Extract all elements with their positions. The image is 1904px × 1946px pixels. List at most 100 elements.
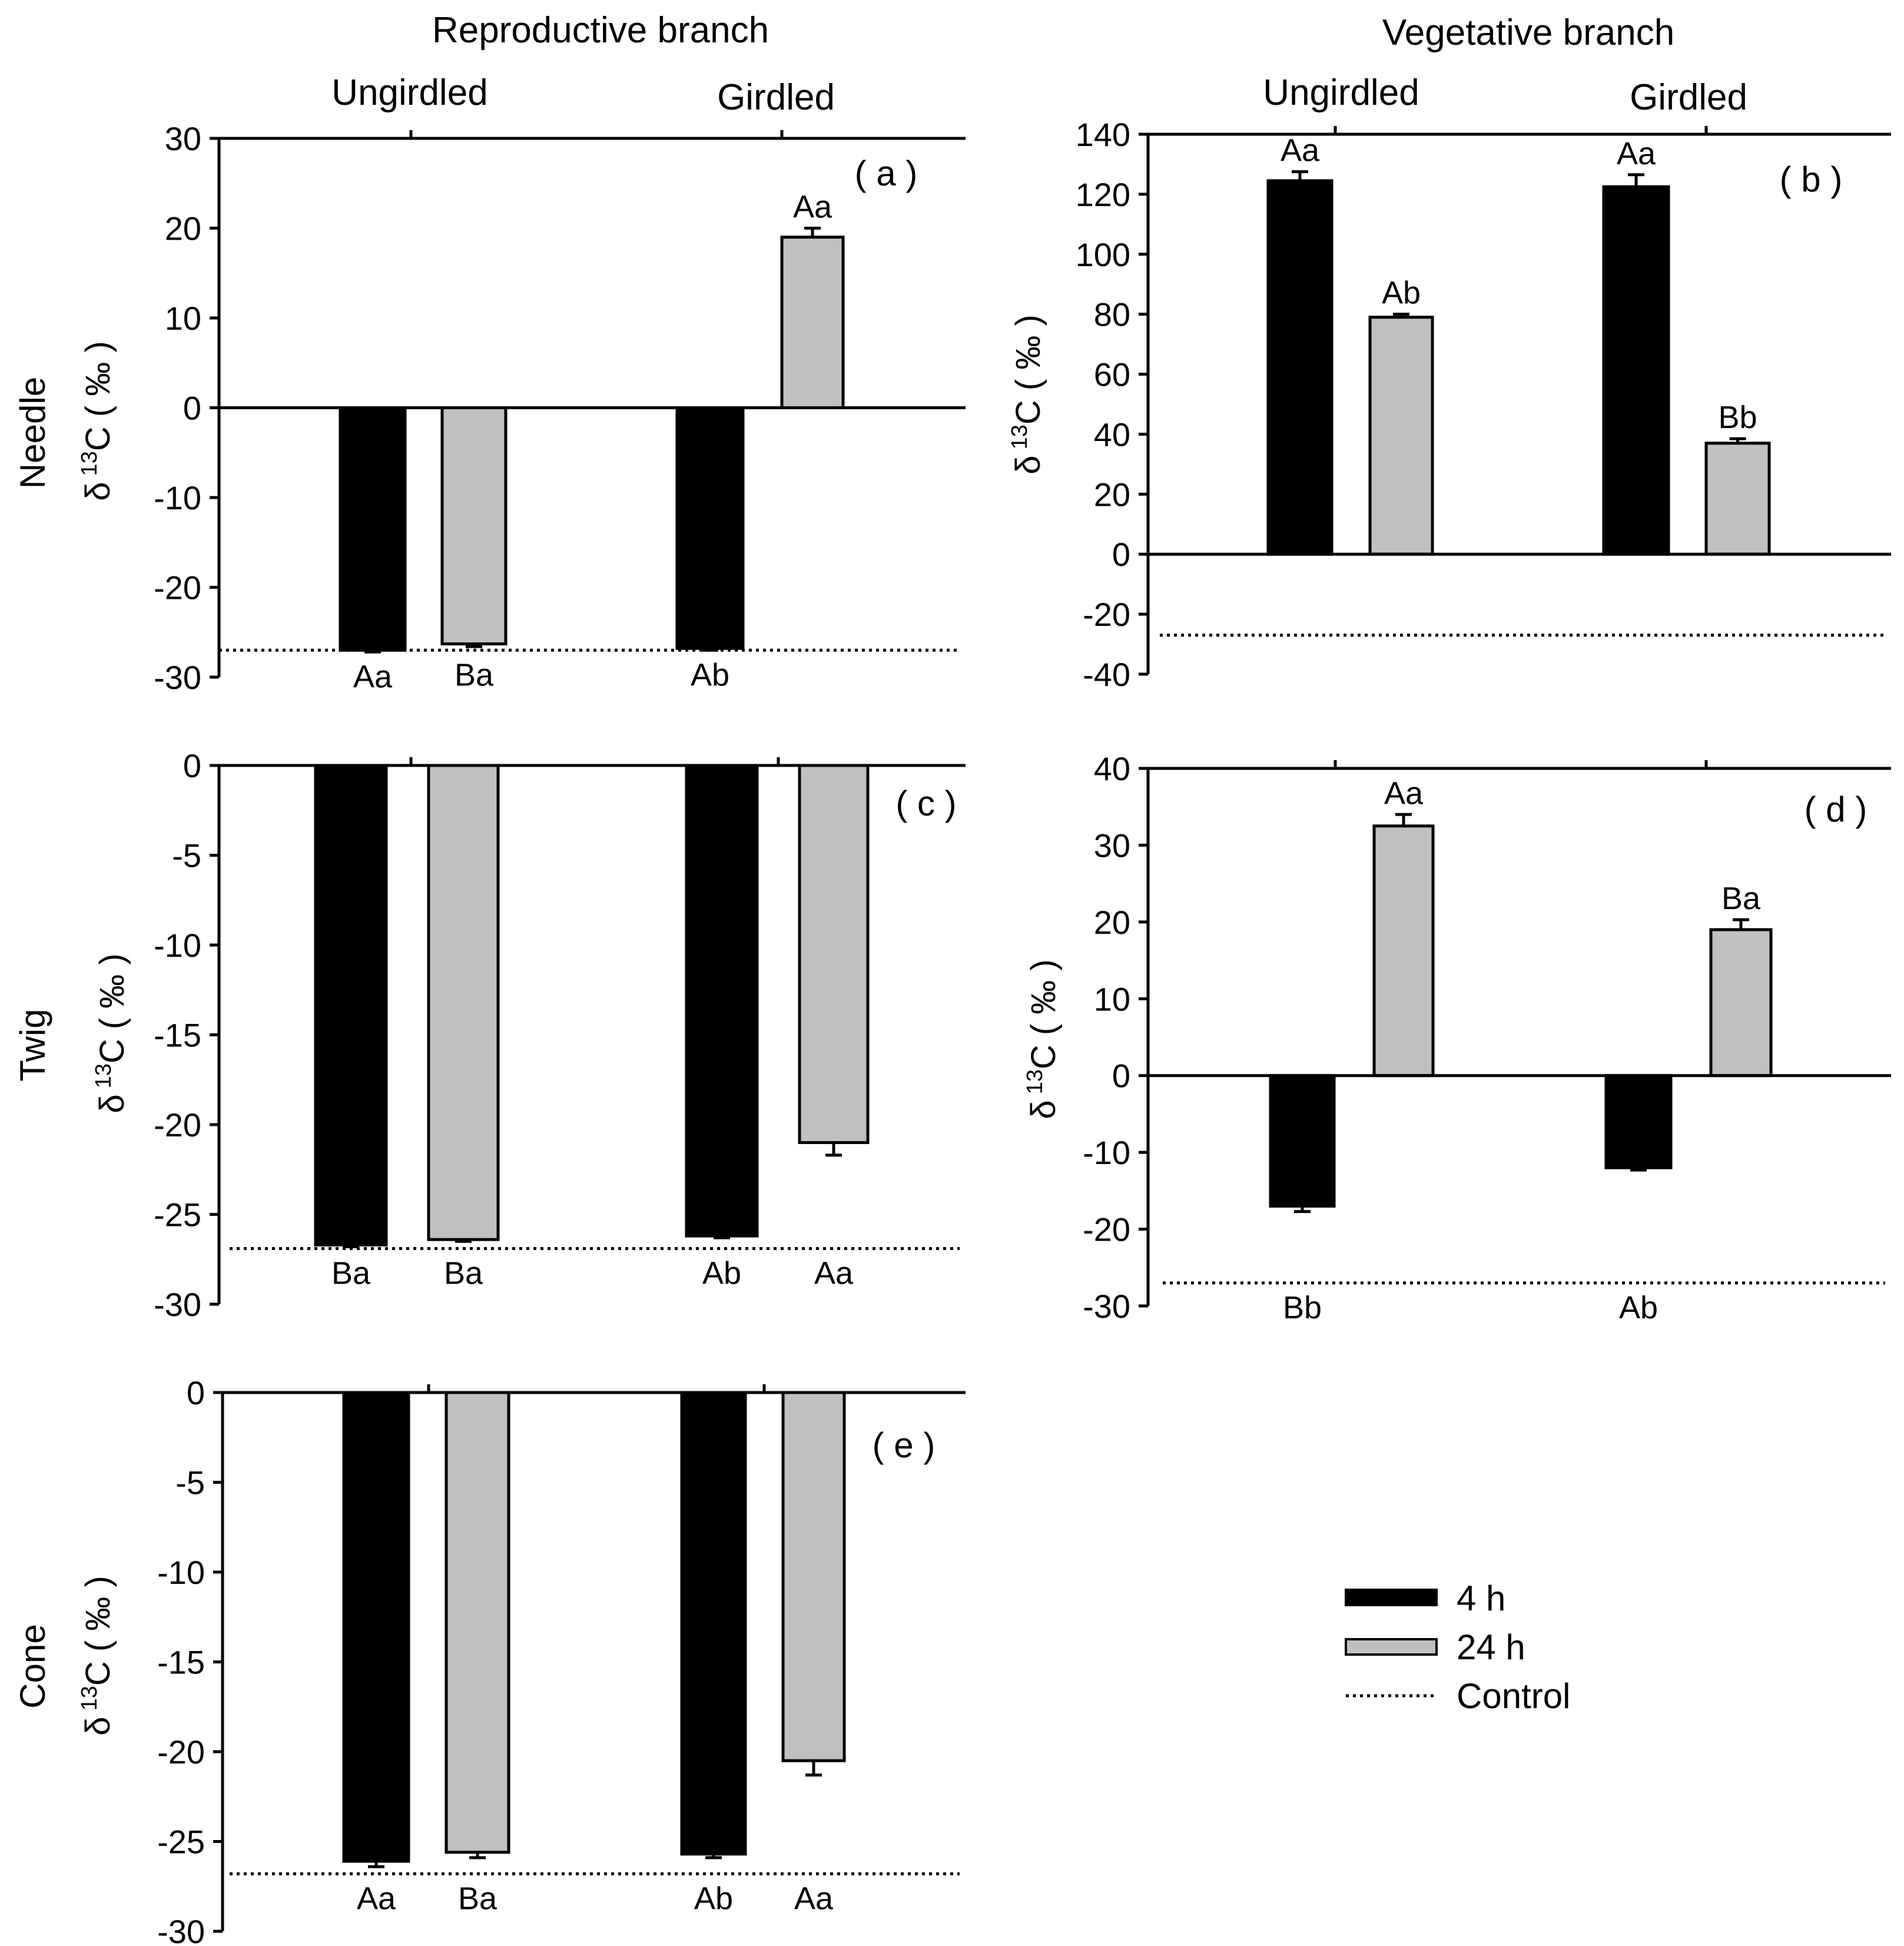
bar-ungirdled-4h <box>1266 179 1334 556</box>
legend-label-4h: 4 h <box>1457 1579 1505 1618</box>
svg-text:δ13C ( ‰ ): δ13C ( ‰ ) <box>1023 959 1063 1119</box>
bar-girdled-24h <box>1704 442 1771 556</box>
bar-ungirdled-24h <box>440 406 507 646</box>
legend-swatch-24h <box>1345 1638 1438 1656</box>
bar-girdled-24h <box>780 236 845 409</box>
bar-ungirdled-24h <box>427 764 500 1241</box>
bar-ungirdled-24h <box>445 1391 510 1854</box>
y-tick-label: 10 <box>165 300 201 337</box>
y-tick-label: -30 <box>1083 1288 1130 1325</box>
data-label: Bb <box>1718 400 1757 435</box>
data-label: Aa <box>1281 133 1320 168</box>
data-label: Aa <box>357 1881 396 1916</box>
data-label: Aa <box>353 659 393 694</box>
y-tick-label: -5 <box>172 837 201 874</box>
y-tick-label: -20 <box>1083 1211 1130 1248</box>
y-tick-label: 10 <box>1094 980 1130 1017</box>
y-tick-label: 30 <box>165 120 201 157</box>
y-tick-label: 20 <box>1094 904 1130 941</box>
y-tick-label: -30 <box>154 659 201 696</box>
y-tick-label: -20 <box>154 1106 201 1143</box>
data-label: Ba <box>455 657 494 692</box>
y-tick-label: -20 <box>1083 596 1130 633</box>
ylabel-panel-a: δ13C ( ‰ ) <box>77 341 117 500</box>
y-tick-label: -25 <box>157 1824 205 1861</box>
y-tick-label: 0 <box>1112 1057 1130 1095</box>
y-tick-label: 80 <box>1094 296 1130 333</box>
y-tick-label: -10 <box>154 927 201 964</box>
y-tick-label: -10 <box>1083 1134 1130 1171</box>
panel-label: ( b ) <box>1780 160 1843 199</box>
y-tick-label: -15 <box>157 1644 205 1681</box>
y-tick-label: 30 <box>1094 827 1130 864</box>
svg-text:δ13C ( ‰ ): δ13C ( ‰ ) <box>77 341 117 500</box>
y-tick-label: -20 <box>157 1733 205 1771</box>
bar-ungirdled-4h <box>342 1391 410 1863</box>
y-tick-label: 120 <box>1076 176 1130 213</box>
ylabel-panel-b: δ13C ( ‰ ) <box>1007 314 1047 474</box>
bar-girdled-4h <box>685 764 759 1238</box>
y-tick-label: 0 <box>1112 536 1130 573</box>
data-label: Ba <box>458 1881 497 1916</box>
bar-ungirdled-24h <box>1372 824 1435 1078</box>
data-label: Ab <box>691 657 729 692</box>
legend-swatch-4h <box>1345 1589 1438 1606</box>
cond-ungirdled-left: Ungirdled <box>331 72 487 113</box>
bar-ungirdled-4h <box>314 764 388 1246</box>
cond-ungirdled-right: Ungirdled <box>1263 72 1419 113</box>
row-label-needle: Needle <box>13 377 52 489</box>
bar-girdled-24h <box>781 1391 846 1762</box>
bar-ungirdled-24h <box>1368 316 1434 556</box>
y-tick-label: 0 <box>183 390 201 427</box>
y-tick-label: 20 <box>165 210 201 247</box>
y-tick-label: 140 <box>1076 116 1130 153</box>
panel-label: ( a ) <box>855 154 918 193</box>
bar-girdled-4h <box>1604 1074 1673 1169</box>
y-tick-label: -30 <box>157 1913 205 1946</box>
ylabel-panel-e: δ13C ( ‰ ) <box>77 1576 117 1735</box>
y-tick-label: -10 <box>157 1554 205 1591</box>
y-tick-label: 60 <box>1094 356 1130 393</box>
data-label: Ab <box>1619 1290 1658 1325</box>
data-label: Aa <box>793 190 832 225</box>
legend-label-control: Control <box>1457 1676 1570 1716</box>
cond-girdled-left: Girdled <box>717 77 835 118</box>
data-label: Ab <box>1382 276 1421 311</box>
panel-c: Ba Ba Ab Aa -30 -25 -20 -15 -10 -5 0 ( c ) <box>154 747 966 1323</box>
legend-label-24h: 24 h <box>1457 1627 1525 1667</box>
panel-e: Aa Ba Ab Aa -30 -25 -20 -15 -10 -5 0 ( e ) <box>157 1374 966 1946</box>
y-tick-label: -5 <box>175 1464 205 1501</box>
data-label: Ab <box>694 1881 733 1916</box>
bar-ungirdled-4h <box>1269 1074 1336 1208</box>
legend: 4 h 24 h Control <box>1345 1579 1570 1716</box>
panel-d: Bb Aa Ab Ba -30 -20 -10 0 10 20 30 40 ( d ) <box>1083 750 1891 1325</box>
svg-text:δ13C ( ‰ ): δ13C ( ‰ ) <box>91 953 131 1113</box>
panels: Aa Ba Ab Aa -30 -20 -10 0 10 20 30 ( a ) Aa Ab Aa Bb -40… <box>154 116 1891 1946</box>
row-label-twig: Twig <box>13 1009 52 1081</box>
y-tick-label: 40 <box>1094 750 1130 787</box>
data-label: Ab <box>702 1255 741 1291</box>
bar-girdled-4h <box>680 1391 747 1856</box>
panel-label: ( d ) <box>1805 790 1867 829</box>
ylabel-panel-d: δ13C ( ‰ ) <box>1023 959 1063 1119</box>
data-label: Aa <box>814 1255 854 1291</box>
ylabel-panel-c: δ13C ( ‰ ) <box>91 953 131 1113</box>
y-tick-label: 100 <box>1076 236 1130 273</box>
svg-text:δ13C ( ‰ ): δ13C ( ‰ ) <box>77 1576 117 1735</box>
bar-girdled-24h <box>798 764 870 1144</box>
svg-text:δ13C ( ‰ ): δ13C ( ‰ ) <box>1007 314 1047 474</box>
bar-girdled-24h <box>1709 928 1773 1078</box>
bar-girdled-4h <box>1602 185 1670 556</box>
y-tick-label: 20 <box>1094 476 1130 513</box>
y-tick-label: 0 <box>183 747 201 784</box>
y-tick-label: 0 <box>187 1374 205 1411</box>
y-tick-label: -30 <box>154 1286 201 1323</box>
panel-b: Aa Ab Aa Bb -40 -20 0 20 40 60 80 100 120 140 ( b ) <box>1076 116 1891 693</box>
data-label: Ba <box>331 1255 371 1291</box>
panel-a: Aa Ba Ab Aa -30 -20 -10 0 10 20 30 ( a ) <box>154 120 966 696</box>
cond-girdled-right: Girdled <box>1630 77 1747 118</box>
data-label: Ba <box>444 1255 483 1291</box>
row-label-cone: Cone <box>13 1624 52 1708</box>
panel-label: ( c ) <box>895 784 956 823</box>
